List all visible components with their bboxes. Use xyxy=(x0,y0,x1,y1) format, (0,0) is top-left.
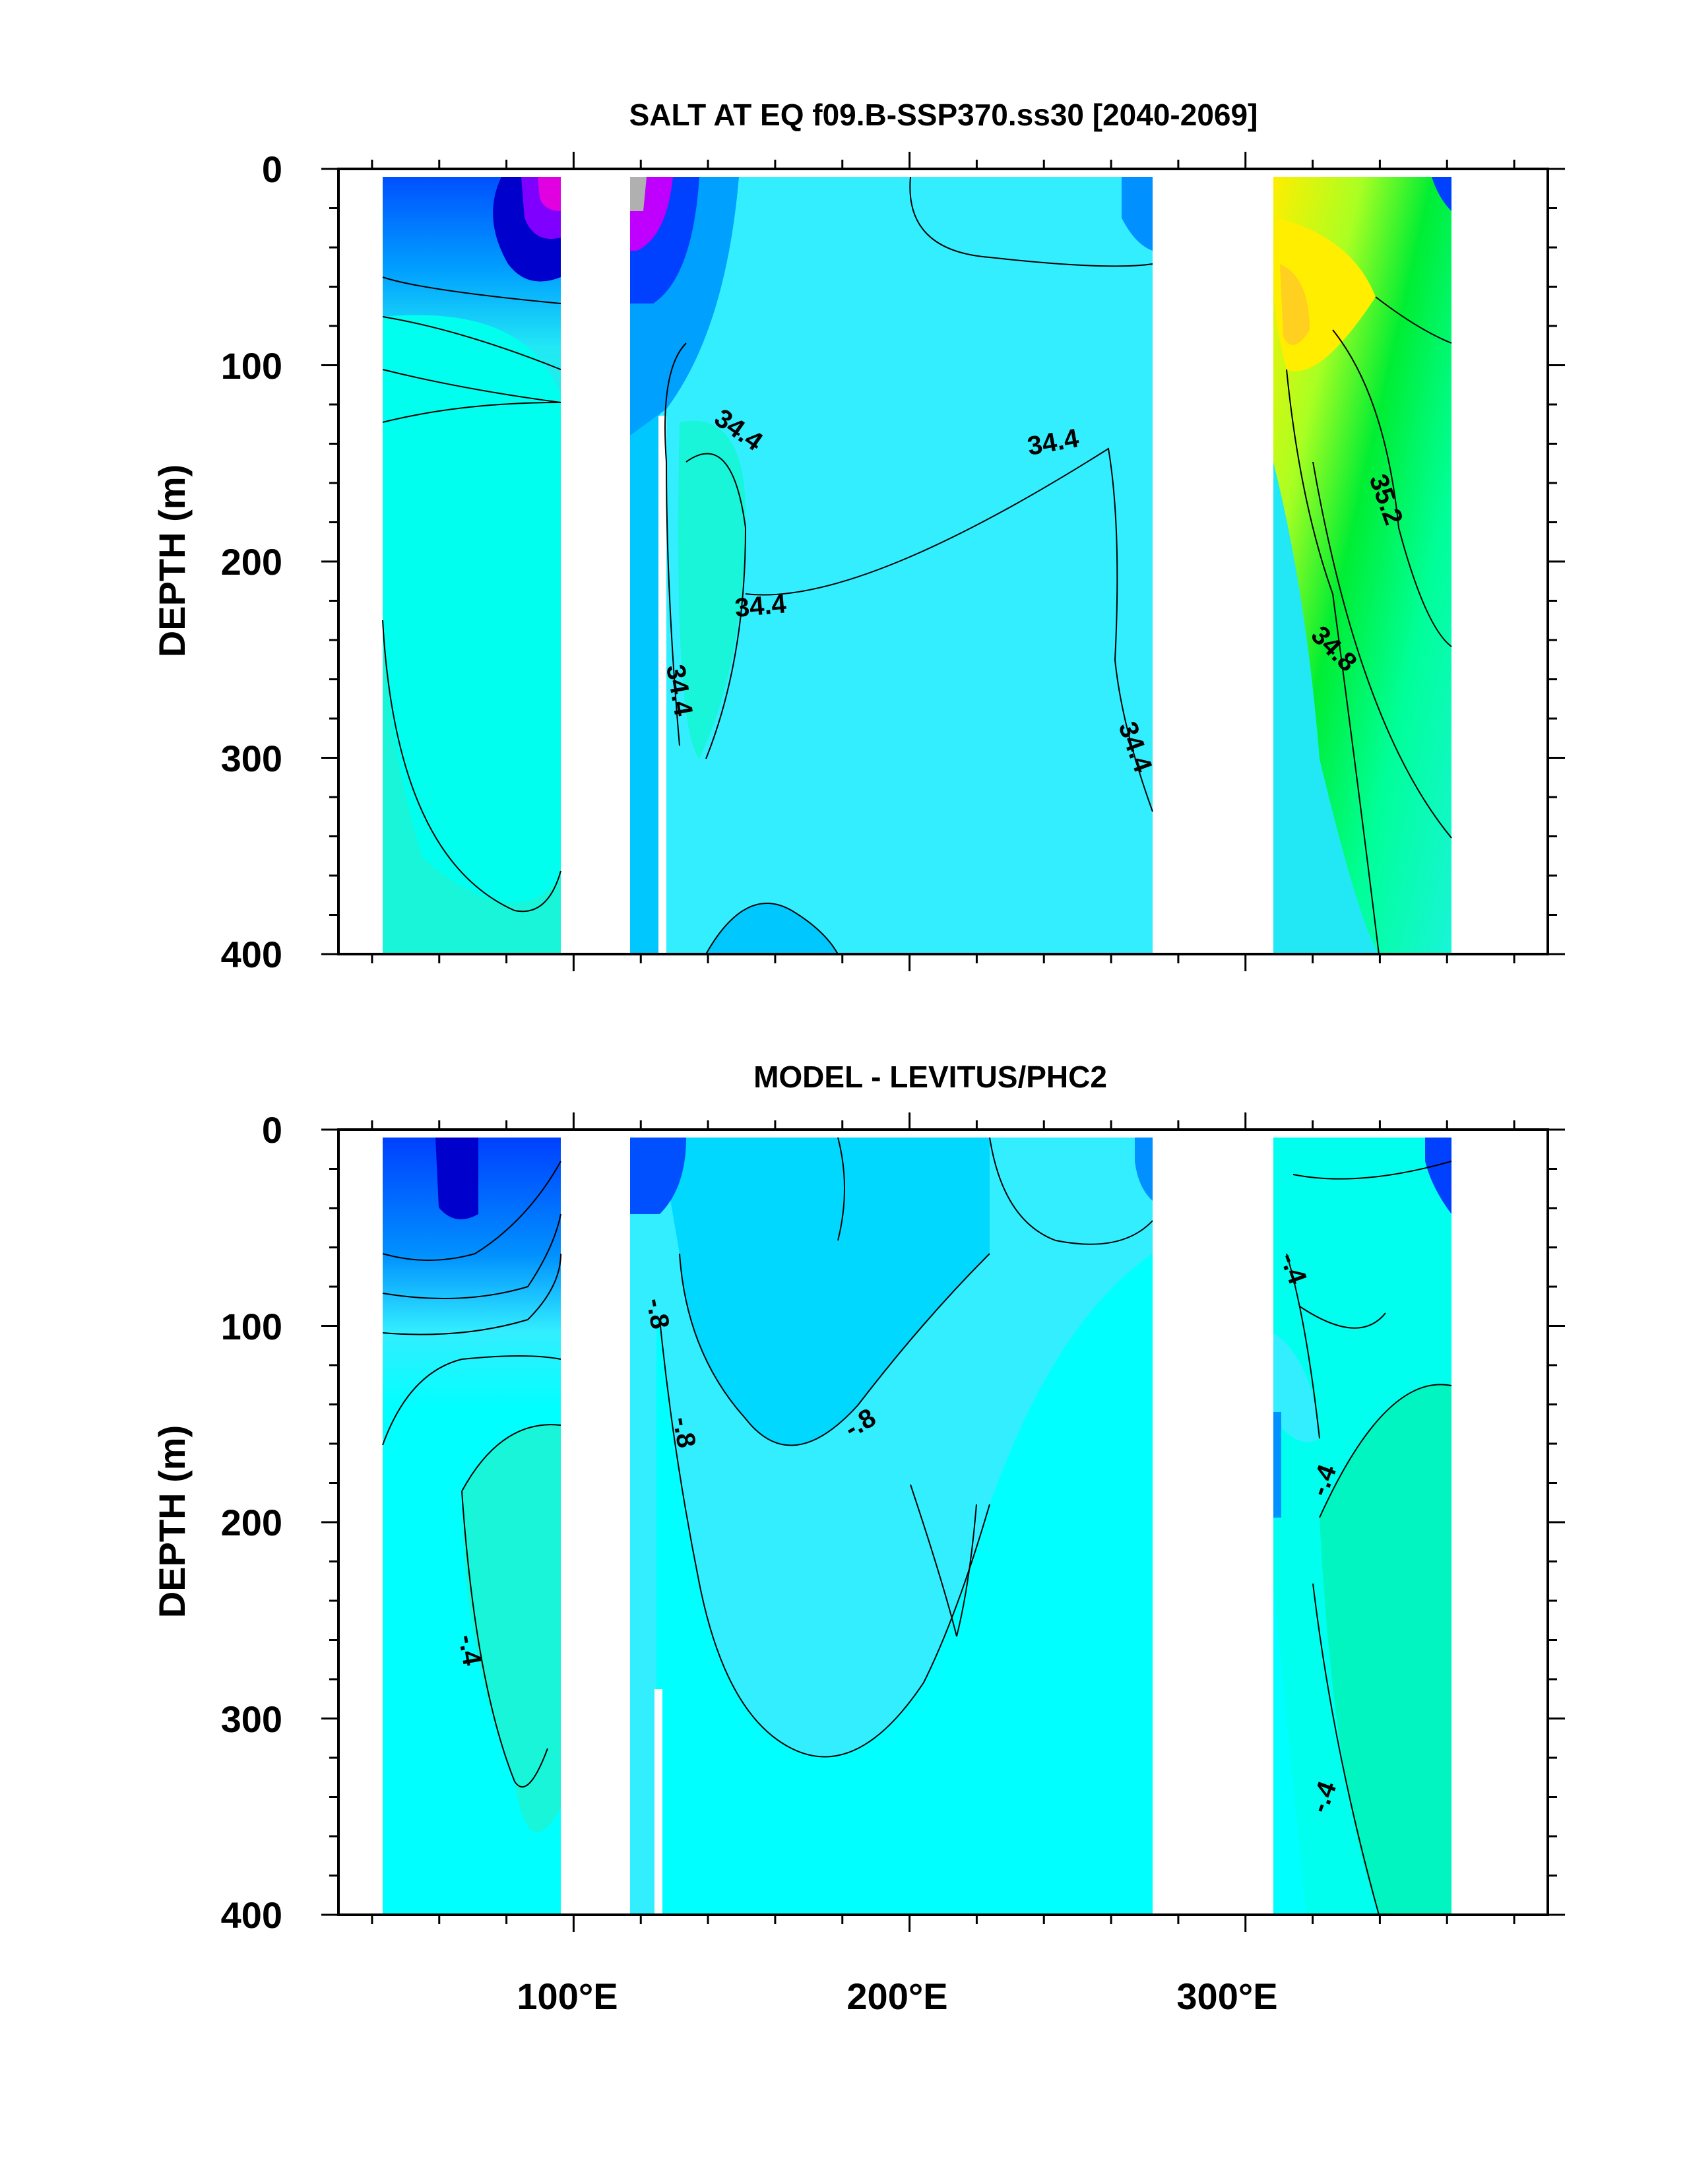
top-atlantic-deep-cyan xyxy=(1273,462,1379,954)
bottom-panel: MODEL - LEVITUS/PHC2 xyxy=(151,1060,1565,2017)
y-tick-label: 0 xyxy=(262,148,282,190)
top-plot-area xyxy=(383,177,1451,954)
top-pacific-subsurface-lobe xyxy=(678,420,746,759)
top-atlantic-east-surface xyxy=(1432,177,1451,211)
bottom-pacific-core xyxy=(660,1138,990,1446)
bottom-atlantic-west-core xyxy=(1273,1412,1281,1518)
bottom-pacific-west-dark xyxy=(630,1138,686,1214)
top-indian-peak xyxy=(538,177,561,211)
top-pacific-island-gap xyxy=(658,416,666,954)
y-tick-label: 0 xyxy=(262,1109,282,1151)
top-panel-title: SALT AT EQ f09.B-SSP370.ss30 [2040-2069] xyxy=(629,98,1258,132)
bottom-contour-label: -.8 xyxy=(641,1296,674,1332)
bottom-contour-lines xyxy=(382,1137,1452,1915)
top-indian-deep-lobe xyxy=(383,315,561,903)
bottom-atlantic-deep-cyan xyxy=(1273,1584,1306,1915)
x-tick-label: 100°E xyxy=(517,1975,618,2017)
bottom-pacific-west-strip xyxy=(630,1320,656,1915)
y-tick-label: 300 xyxy=(221,738,282,779)
y-tick-label: 300 xyxy=(221,1698,282,1740)
top-contour-label: 34.4 xyxy=(734,589,788,623)
bottom-atlantic-cyan-lens xyxy=(1273,1333,1320,1442)
y-tick-label: 200 xyxy=(221,1502,282,1543)
bottom-indian-fresh-core xyxy=(435,1138,478,1219)
top-atlantic-gold-core xyxy=(1280,264,1310,345)
x-tick-label: 300°E xyxy=(1176,1975,1277,2017)
bottom-plot-area xyxy=(383,1138,1451,1915)
top-y-axis-label: DEPTH (m) xyxy=(151,465,193,657)
top-pacific-east-surface xyxy=(1122,177,1153,251)
y-tick-label: 400 xyxy=(221,934,282,975)
y-tick-label: 200 xyxy=(221,541,282,583)
top-panel: SALT AT EQ f09.B-SSP370.ss30 [2040-2069] xyxy=(151,98,1565,975)
x-tick-label: 200°E xyxy=(846,1975,947,2017)
bottom-pacific-east-surface xyxy=(1135,1138,1153,1201)
y-tick-label: 100 xyxy=(221,1306,282,1347)
y-tick-label: 400 xyxy=(221,1894,282,1936)
bottom-contour-label: -.8 xyxy=(667,1415,701,1450)
bottom-atlantic-east-surface xyxy=(1425,1138,1451,1214)
bottom-y-axis-label: DEPTH (m) xyxy=(151,1425,193,1618)
y-tick-label: 100 xyxy=(221,345,282,387)
top-contour-lines xyxy=(382,176,1452,954)
top-y-tick-labels: 0 100 200 300 400 xyxy=(221,148,282,975)
bottom-pacific-island-gap xyxy=(654,1689,662,1915)
bottom-x-tick-labels: 100°E 200°E 300°E xyxy=(517,1975,1277,2017)
bottom-ticks xyxy=(321,1112,1565,1932)
bottom-panel-title: MODEL - LEVITUS/PHC2 xyxy=(753,1060,1107,1094)
top-pacific-deep-blob xyxy=(706,903,838,954)
top-ticks xyxy=(321,152,1565,971)
top-pacific-gray-cap xyxy=(630,177,647,211)
bottom-y-tick-labels: 0 100 200 300 400 xyxy=(221,1109,282,1936)
bottom-atlantic-green-lobe xyxy=(1320,1384,1451,1915)
bottom-contour-label: -.4 xyxy=(453,1632,487,1668)
bottom-indian-aquagreen-lobe xyxy=(462,1425,561,1832)
